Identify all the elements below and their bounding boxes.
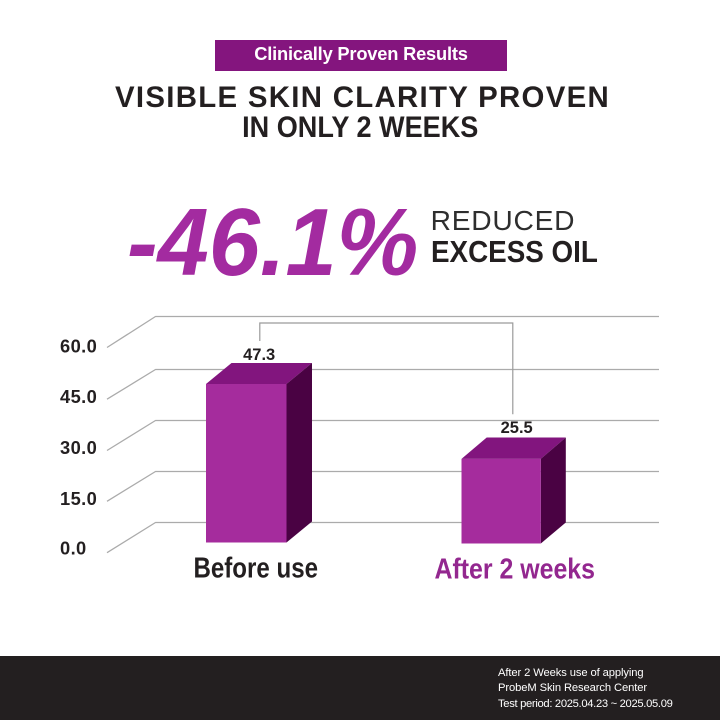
svg-text:25.5: 25.5 <box>501 419 533 437</box>
svg-text:Before use: Before use <box>194 552 319 584</box>
svg-text:47.3: 47.3 <box>243 346 275 364</box>
svg-text:45.0: 45.0 <box>60 386 97 407</box>
svg-text:0.0: 0.0 <box>60 538 87 559</box>
svg-text:60.0: 60.0 <box>60 336 97 357</box>
svg-text:30.0: 30.0 <box>60 437 97 458</box>
svg-text:After 2 weeks: After 2 weeks <box>435 553 596 585</box>
svg-text:15.0: 15.0 <box>60 488 97 509</box>
